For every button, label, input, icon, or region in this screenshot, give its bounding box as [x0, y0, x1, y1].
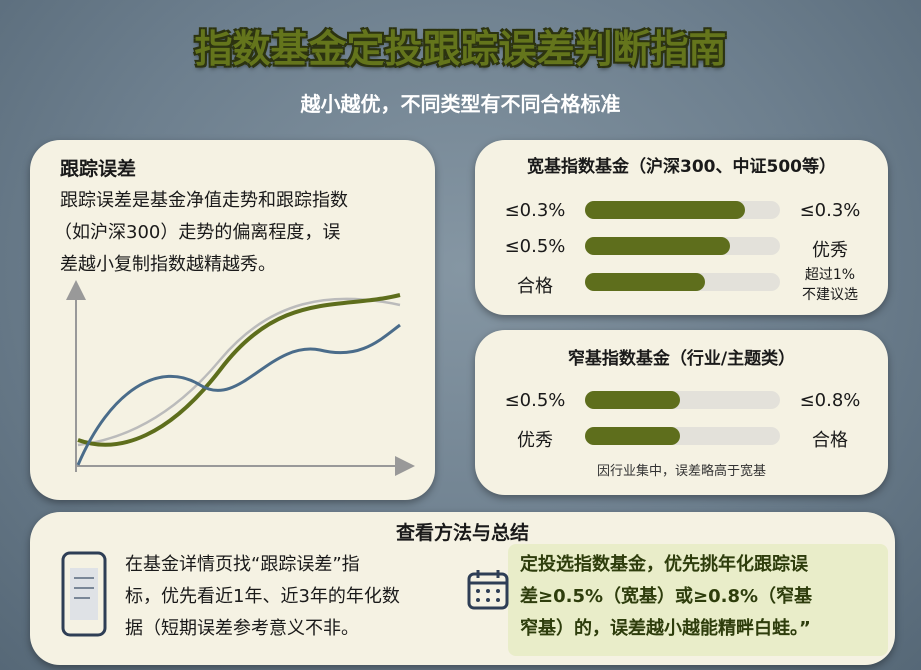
text: 标，优先看近1年、近3年的年化数 — [125, 586, 400, 607]
title: 指数基金定投跟踪误差判断指南 — [194, 27, 727, 71]
label: ≤0.5% — [504, 236, 566, 257]
text: 窄基）的，误差越小越能精畔白蛙。” — [520, 618, 811, 639]
subtitle: 越小越优，不同类型有不同合格标准 — [300, 92, 621, 116]
heading: 宽基指数基金（沪深300、中证500等） — [527, 157, 836, 177]
label: ≤0.3% — [504, 200, 566, 221]
text: 跟踪误差是基金净值走势和跟踪指数 — [60, 190, 348, 211]
text: （如沪深300）走势的偏离程度，误 — [54, 222, 341, 243]
phone-icon — [61, 551, 107, 637]
calendar-icon — [467, 570, 509, 610]
label: 合格 — [812, 430, 848, 451]
label: ≤0.8% — [799, 390, 861, 411]
label: ≤0.3% — [799, 200, 861, 221]
warning: 超过1% — [804, 267, 856, 283]
text: 差≥0.5%（宽基）或≥0.8%（窄基 — [520, 586, 813, 607]
heading: 查看方法与总结 — [395, 522, 529, 544]
narrow-card: 窄基指数基金（行业/主题类） ≤0.5% 优秀 ≤0.8% 合格 因行业集中，误… — [475, 330, 888, 495]
text: 在基金详情页找“跟踪误差”指 — [125, 554, 360, 575]
bars — [585, 201, 780, 291]
summary-card: 查看方法与总结 在基金详情页找“跟踪误差”指 标，优先看近1年、近3年的年化数 … — [30, 512, 895, 665]
label: 合格 — [517, 276, 553, 297]
label: ≤0.5% — [504, 390, 566, 411]
text: 差越小复制指数越精越秀。 — [60, 254, 276, 275]
note: 因行业集中，误差略高于宽基 — [596, 464, 766, 479]
highlight — [508, 544, 888, 656]
definition-card: 跟踪误差 跟踪误差是基金净值走势和跟踪指数 （如沪深300）走势的偏离程度，误 … — [30, 140, 435, 500]
heading: 跟踪误差 — [60, 158, 137, 180]
label: 优秀 — [517, 430, 553, 451]
warning: 不建议选 — [802, 287, 858, 303]
label: 优秀 — [812, 240, 848, 261]
broad-card: 宽基指数基金（沪深300、中证500等） ≤0.3% ≤0.5% 合格 ≤0.3… — [475, 140, 888, 315]
illustration — [66, 280, 415, 476]
text: 定投选指数基金，优先挑年化跟踪误 — [520, 554, 808, 575]
text: 据（短期误差参考意义不非。 — [125, 618, 359, 639]
heading: 窄基指数基金（行业/主题类） — [567, 349, 796, 369]
bars — [585, 391, 780, 445]
